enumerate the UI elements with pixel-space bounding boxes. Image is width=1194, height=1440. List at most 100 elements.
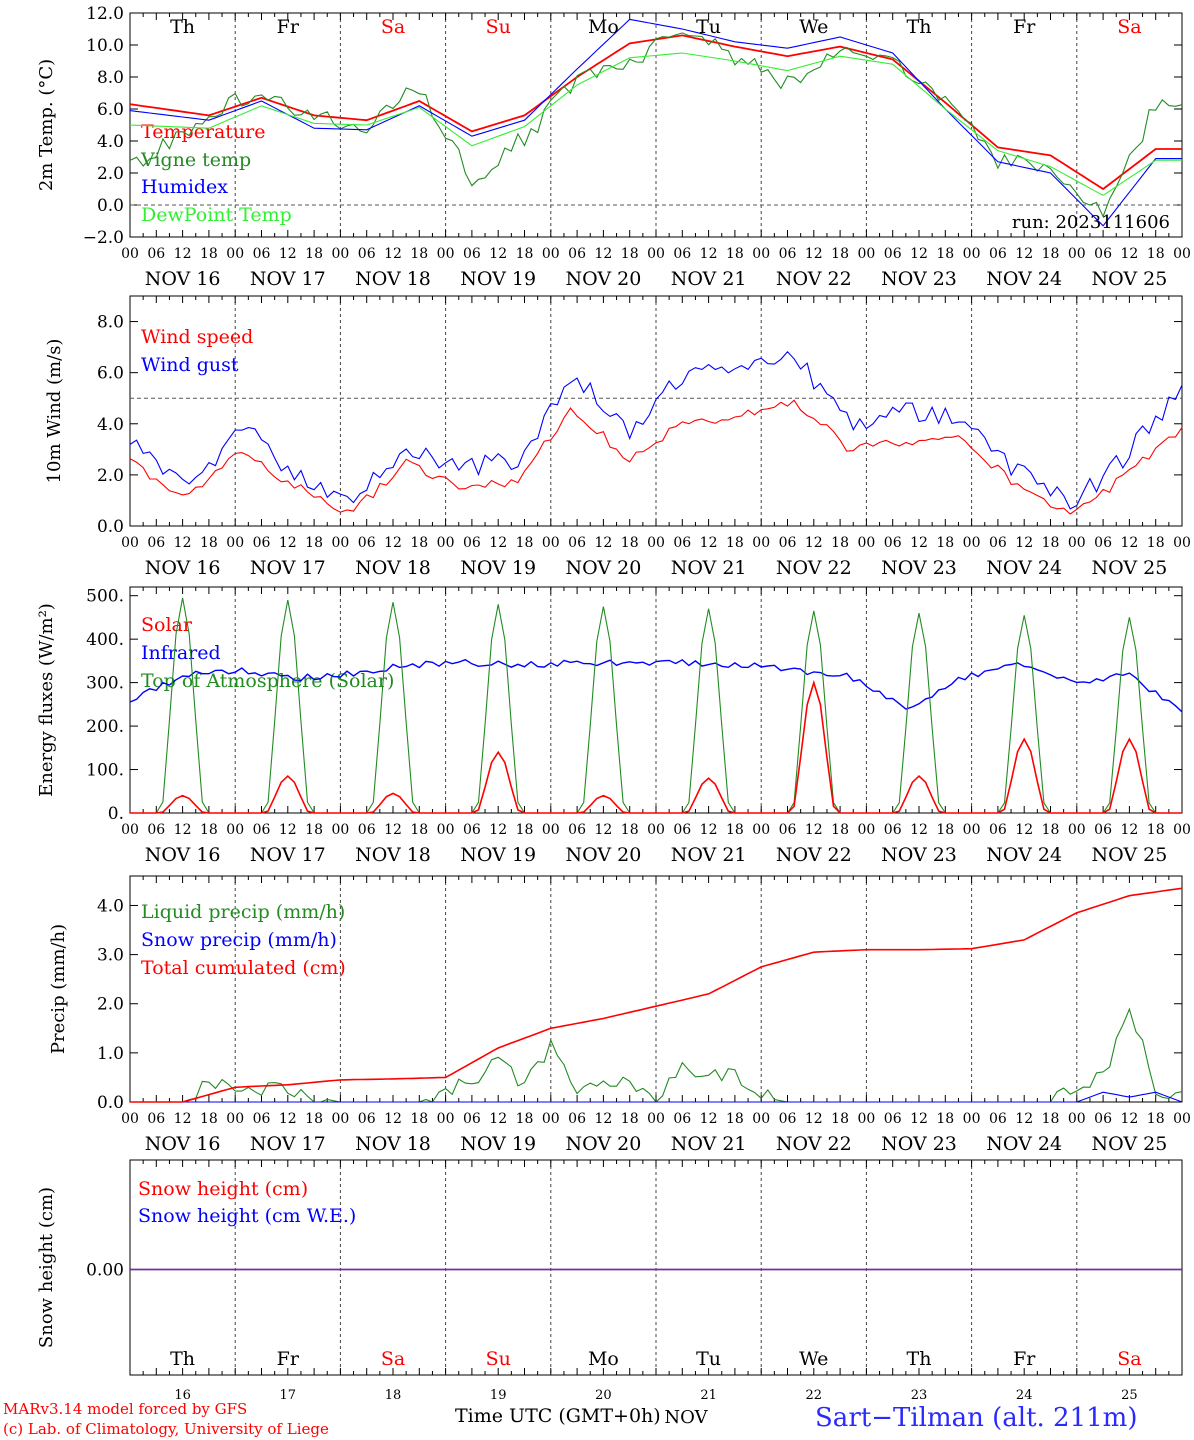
hour-label: 18 <box>936 246 954 262</box>
date-label: NOV 23 <box>881 1133 957 1155</box>
hour-label: 18 <box>1147 1111 1165 1127</box>
hour-label: 00 <box>1173 246 1191 262</box>
hour-label: 12 <box>910 822 928 838</box>
precip-line-1 <box>130 1091 1183 1103</box>
legend-entry: Solar <box>141 614 193 636</box>
day-name: Th <box>170 1348 195 1370</box>
hour-label: 00 <box>437 246 455 262</box>
hour-label: 00 <box>121 1111 139 1127</box>
hour-label: 06 <box>147 535 165 551</box>
date-label: NOV 21 <box>671 844 747 866</box>
hour-label: 00 <box>647 535 665 551</box>
hour-label: 00 <box>752 246 770 262</box>
hour-label: 06 <box>463 1111 481 1127</box>
hour-label: 00 <box>226 1111 244 1127</box>
date-label: NOV 16 <box>145 1133 221 1155</box>
hour-label: 06 <box>568 535 586 551</box>
hour-label: 12 <box>805 246 823 262</box>
day-name: Sa <box>1117 16 1141 38</box>
hour-label: 18 <box>516 822 534 838</box>
date-label: NOV 22 <box>776 844 852 866</box>
y-tick-label: 8.0 <box>97 313 124 333</box>
y-tick-label: 3.0 <box>97 946 124 966</box>
hour-label: 00 <box>647 246 665 262</box>
hour-label: 12 <box>910 1111 928 1127</box>
hour-label: 06 <box>779 535 797 551</box>
hour-label: 06 <box>989 822 1007 838</box>
hour-label: 18 <box>305 246 323 262</box>
hour-label: 06 <box>253 535 271 551</box>
hour-label: 18 <box>1147 246 1165 262</box>
legend-entry: Liquid precip (mm/h) <box>141 901 345 923</box>
hour-label: 18 <box>621 822 639 838</box>
hour-label: 18 <box>726 1111 744 1127</box>
series-line-2 <box>129 18 1182 227</box>
hour-label: 12 <box>594 1111 612 1127</box>
date-label: NOV 25 <box>1091 1133 1167 1155</box>
y-axis-label: 2m Temp. (°C) <box>36 59 57 191</box>
hour-label: 12 <box>174 1111 192 1127</box>
hour-label: 18 <box>516 1111 534 1127</box>
hour-label: 00 <box>437 822 455 838</box>
hour-label: 18 <box>410 246 428 262</box>
date-label: NOV 20 <box>565 557 641 579</box>
hour-label: 00 <box>226 535 244 551</box>
hour-label: 06 <box>463 535 481 551</box>
y-tick-label: 4.0 <box>97 132 124 152</box>
day-name: Th <box>170 16 195 38</box>
legend-entry: Temperature <box>141 121 265 143</box>
hour-label: 12 <box>700 535 718 551</box>
hour-label: 12 <box>384 246 402 262</box>
hour-label: 06 <box>673 1111 691 1127</box>
date-label: NOV 24 <box>986 268 1062 290</box>
hour-label: 06 <box>989 535 1007 551</box>
hour-label: 00 <box>963 535 981 551</box>
model-credit: MARv3.14 model forced by GFS <box>3 1400 248 1418</box>
day-name: Fr <box>1013 1348 1036 1370</box>
hour-label: 06 <box>568 822 586 838</box>
hour-label: 12 <box>279 1111 297 1127</box>
day-name: Tu <box>696 16 721 38</box>
date-label: NOV 18 <box>355 1133 431 1155</box>
y-axis-label: Snow height (cm) <box>36 1187 57 1348</box>
hour-label: 12 <box>1015 822 1033 838</box>
hour-label: 12 <box>910 535 928 551</box>
hour-label: 06 <box>253 1111 271 1127</box>
hour-label: 12 <box>174 246 192 262</box>
date-label: NOV 19 <box>460 557 536 579</box>
date-label: NOV 23 <box>881 557 957 579</box>
hour-label: 12 <box>384 822 402 838</box>
y-tick-label: 6.0 <box>97 364 124 384</box>
hour-label: 00 <box>331 822 349 838</box>
hour-label: 00 <box>1068 1111 1086 1127</box>
date-label: NOV 22 <box>776 557 852 579</box>
hour-label: 12 <box>174 822 192 838</box>
x-axis-title: Time UTC (GMT+0h) <box>455 1405 661 1427</box>
hour-label: 12 <box>805 822 823 838</box>
date-label: NOV 17 <box>250 268 326 290</box>
hour-label: 18 <box>200 822 218 838</box>
hour-label: 18 <box>621 1111 639 1127</box>
hour-label: 06 <box>358 535 376 551</box>
hour-label: 12 <box>1120 246 1138 262</box>
hour-label: 18 <box>936 1111 954 1127</box>
hour-label: 18 <box>621 535 639 551</box>
date-label: NOV 17 <box>250 1133 326 1155</box>
y-tick-label: 0. <box>108 804 124 824</box>
hour-label: 06 <box>673 246 691 262</box>
hour-label: 00 <box>331 246 349 262</box>
hour-label: 00 <box>1173 822 1191 838</box>
series-line-0 <box>129 399 1183 515</box>
date-label: NOV 21 <box>671 268 747 290</box>
hour-label: 18 <box>936 822 954 838</box>
hour-label: 06 <box>1094 535 1112 551</box>
hour-label: 00 <box>226 246 244 262</box>
day-number: 21 <box>700 1388 717 1403</box>
date-label: NOV 20 <box>565 1133 641 1155</box>
date-label: NOV 22 <box>776 268 852 290</box>
date-label: NOV 23 <box>881 844 957 866</box>
hour-label: 18 <box>200 1111 218 1127</box>
month-label: NOV <box>664 1407 708 1428</box>
day-name: Th <box>907 16 932 38</box>
hour-label: 00 <box>963 246 981 262</box>
